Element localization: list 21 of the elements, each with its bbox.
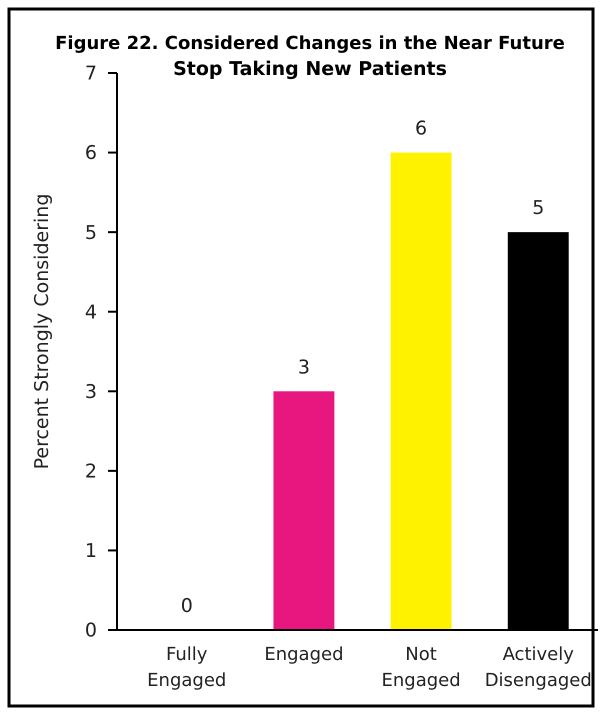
y-tick-label: 7 [84, 62, 97, 85]
x-tick-label: Engaged [264, 644, 344, 665]
y-tick-label: 0 [84, 620, 97, 642]
y-axis-title: Percent Strongly Considering [31, 194, 53, 470]
data-label: 0 [180, 595, 193, 617]
data-label: 5 [532, 197, 544, 220]
chart-subtitle: Stop Taking New Patients [173, 58, 447, 80]
x-tick-label: Fully Engaged [147, 644, 226, 691]
chart-title: Figure 22. Considered Changes in the Near Future [55, 33, 565, 54]
x-tick-label: Not Engaged [381, 644, 461, 691]
y-tick-label: 3 [84, 380, 97, 403]
data-label: 3 [298, 356, 310, 378]
x-tick-label: Actively Disengaged [484, 644, 592, 691]
y-tick-label: 1 [84, 540, 97, 562]
data-label: 6 [415, 118, 428, 140]
y-tick-label: 5 [84, 222, 97, 244]
y-tick-label: 6 [84, 142, 97, 164]
bar [273, 391, 334, 630]
y-tick-label: 2 [84, 460, 97, 483]
y-tick-label: 4 [84, 301, 97, 324]
bar [390, 152, 452, 630]
